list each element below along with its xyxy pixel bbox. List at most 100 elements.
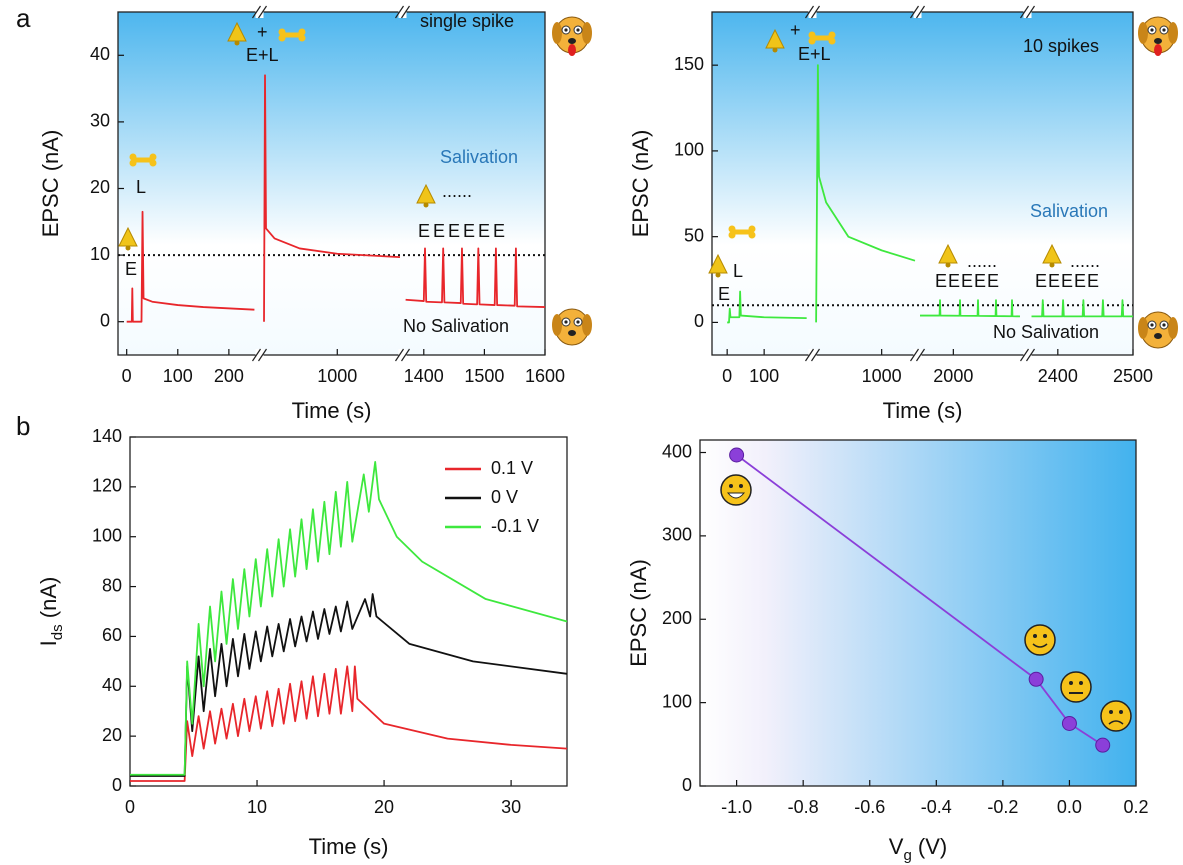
y-axis-title: EPSC (nA) (38, 130, 63, 238)
axis-break (252, 348, 261, 362)
plot-background (712, 12, 1133, 355)
axis-break (811, 348, 820, 362)
panel-label: b (16, 411, 30, 441)
axis-break (398, 349, 407, 361)
axis-break (258, 348, 267, 362)
x-tick-label: 10 (247, 797, 267, 817)
data-line (130, 461, 568, 776)
panel-label: a (16, 3, 31, 33)
y-tick-label: 0 (694, 311, 704, 331)
y-axis-title: EPSC (nA) (626, 559, 651, 667)
x-tick-label: 100 (163, 366, 193, 386)
axis-break (401, 5, 410, 19)
axis-break (1026, 5, 1035, 19)
legend-label: 0.1 V (491, 458, 533, 478)
axis-break (910, 5, 919, 19)
axis-break (395, 5, 404, 19)
y-axis-title: EPSC (nA) (628, 130, 653, 238)
annotation: No Salivation (403, 316, 509, 336)
plot-background (118, 12, 545, 355)
axis-title-part: ds (49, 624, 66, 640)
axis-title-part: I (36, 640, 61, 646)
y-tick-label: 40 (90, 44, 110, 64)
annotation: + (257, 22, 268, 42)
icons (118, 16, 1179, 732)
axis-break (808, 6, 817, 18)
annotation: single spike (420, 11, 514, 31)
annotation: No Salivation (993, 322, 1099, 342)
x-tick-label: 1000 (317, 366, 357, 386)
y-tick-label: 150 (674, 54, 704, 74)
y-tick-label: 30 (90, 111, 110, 131)
axis-break (811, 5, 820, 19)
x-tick-label: -0.8 (788, 797, 819, 817)
x-tick-label: 2500 (1113, 366, 1153, 386)
x-axis-title: Time (s) (309, 834, 389, 859)
x-tick-label: 0.0 (1057, 797, 1082, 817)
axis-break (1026, 348, 1035, 362)
annotation: E (718, 284, 730, 304)
y-tick-label: 100 (92, 525, 122, 545)
data-point (1095, 737, 1111, 753)
axis-break (913, 6, 922, 18)
y-tick-label: 20 (90, 177, 110, 197)
y-tick-label: 0 (100, 310, 110, 330)
annotation: EEEEE (1035, 271, 1100, 291)
data-point (729, 447, 745, 463)
axis-title-part: (nA) (36, 577, 61, 625)
y-tick-label: 400 (662, 441, 692, 461)
axis-break (916, 348, 925, 362)
x-tick-label: 200 (214, 366, 244, 386)
x-tick-label: 20 (374, 797, 394, 817)
axis-title-part: g (903, 847, 911, 864)
y-tick-label: 10 (90, 244, 110, 264)
annotation: E (125, 259, 137, 279)
axis-break (1020, 5, 1029, 19)
x-tick-label: 100 (749, 366, 779, 386)
data-point (1028, 671, 1044, 687)
y-tick-label: 100 (674, 140, 704, 160)
axis-break (910, 348, 919, 362)
axis-break (252, 5, 261, 19)
axis-break (255, 6, 264, 18)
data-line (727, 64, 1133, 324)
x-axis-title: Time (s) (883, 398, 963, 423)
x-tick-label: 0 (122, 366, 132, 386)
x-tick-label: 2000 (933, 366, 973, 386)
x-tick-label: 30 (501, 797, 521, 817)
data-line (736, 454, 1104, 746)
annotation: ...... (1070, 251, 1100, 271)
annotation: 10 spikes (1023, 36, 1099, 56)
annotation: Salivation (1030, 201, 1108, 221)
y-tick-label: 300 (662, 525, 692, 545)
x-tick-label: 1600 (525, 366, 565, 386)
y-tick-label: 0 (682, 775, 692, 795)
axis-break (398, 6, 407, 18)
annotation: E+L (798, 44, 831, 64)
axis-break (395, 348, 404, 362)
x-tick-label: -0.2 (987, 797, 1018, 817)
plot-frame (129, 436, 568, 787)
axis-break (913, 349, 922, 361)
annotation: L (733, 261, 743, 281)
y-tick-label: 100 (662, 691, 692, 711)
plot-frame (699, 439, 1137, 787)
annotation: ...... (442, 181, 472, 201)
axis-break (255, 349, 264, 361)
axis-break (1020, 348, 1029, 362)
x-tick-label: 1000 (862, 366, 902, 386)
annotation: EEEEE (935, 271, 1000, 291)
y-tick-label: 20 (102, 725, 122, 745)
plot-frame (117, 11, 546, 356)
x-tick-label: 1400 (404, 366, 444, 386)
annotation: EEEEEE (418, 221, 508, 241)
annotation: E+L (246, 45, 279, 65)
data-line (130, 665, 568, 782)
axis-title-part: V (889, 834, 904, 859)
x-tick-label: -0.4 (921, 797, 952, 817)
x-tick-label: 0.2 (1123, 797, 1148, 817)
x-tick-label: -0.6 (854, 797, 885, 817)
plot-frame (711, 11, 1134, 356)
